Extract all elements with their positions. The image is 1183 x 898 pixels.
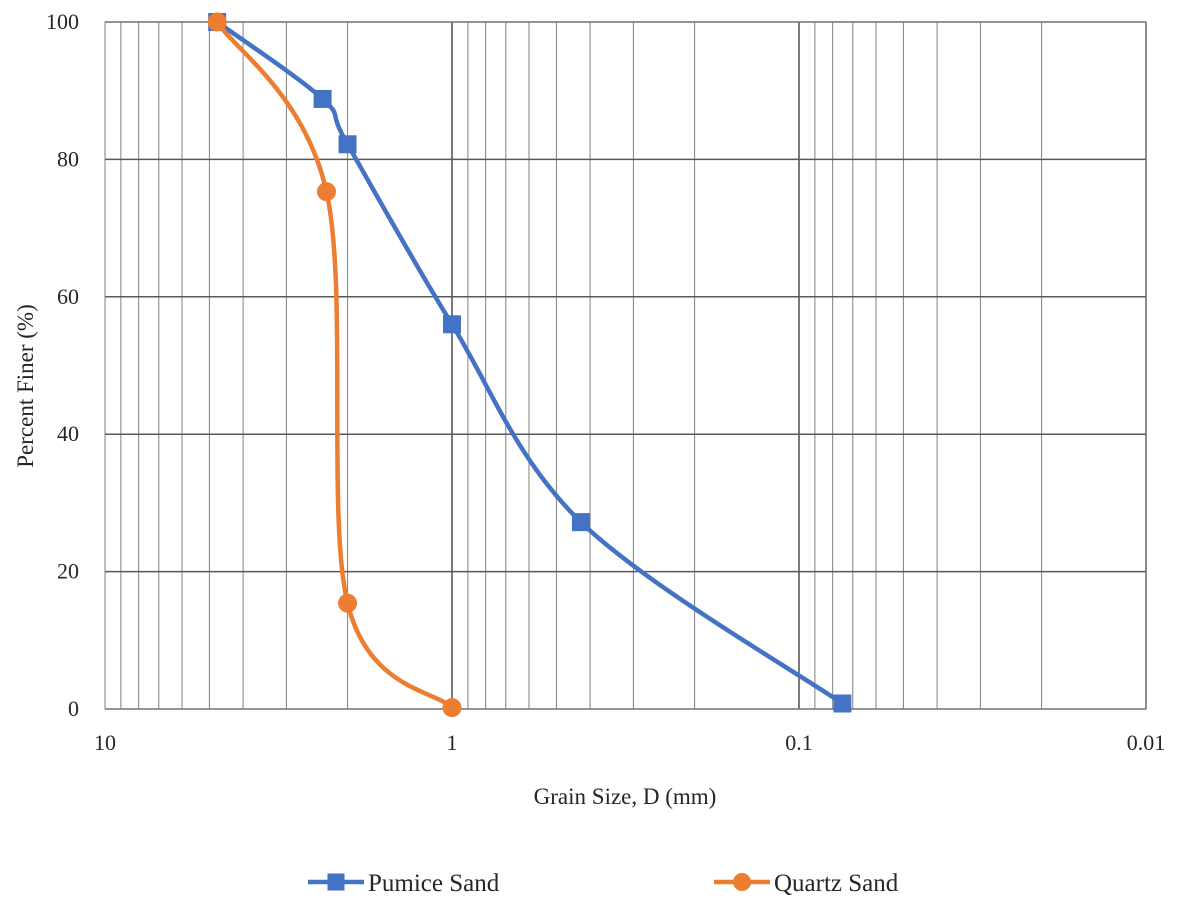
- pumice-sand-point: [338, 135, 357, 154]
- x-tick-label: 1: [447, 730, 458, 755]
- quartz-sand-point: [338, 593, 358, 613]
- y-tick-label: 20: [57, 559, 79, 584]
- pumice-sand-point: [313, 89, 332, 108]
- quartz-sand-point: [316, 182, 336, 202]
- quartz-sand-line: [214, 19, 455, 710]
- y-axis-title: Percent Finer (%): [13, 304, 38, 468]
- legend-marker: [327, 873, 345, 891]
- legend-marker: [733, 873, 751, 891]
- tick-labels: 0 20 40 60 80 100 10 1 0.1 0.01: [46, 9, 1165, 755]
- legend-item-quartz-sand: Quartz Sand: [714, 870, 899, 897]
- y-tick-label: 100: [46, 9, 79, 34]
- pumice-sand-point: [443, 315, 461, 334]
- y-tick-label: 40: [57, 421, 79, 446]
- pumice-sand-series: [208, 13, 852, 713]
- y-tick-label: 60: [57, 284, 79, 309]
- plot-area-border: [104, 21, 1147, 710]
- y-tick-label: 0: [68, 696, 79, 721]
- quartz-sand-series: [207, 12, 462, 718]
- legend-label: Quartz Sand: [774, 870, 899, 897]
- quartz-sand-point: [442, 698, 462, 718]
- x-tick-label: 10: [94, 730, 116, 755]
- legend-item-pumice-sand: Pumice Sand: [308, 870, 500, 897]
- x-axis-title: Grain Size, D (mm): [534, 784, 717, 809]
- y-tick-label: 80: [57, 146, 79, 171]
- grid-lines: [105, 21, 1147, 710]
- x-tick-label: 0.1: [785, 730, 813, 755]
- pumice-sand-point: [833, 694, 852, 713]
- legend-label: Pumice Sand: [368, 870, 500, 897]
- pumice-sand-line: [214, 19, 845, 706]
- x-tick-label: 0.01: [1127, 730, 1166, 755]
- pumice-sand-point: [571, 513, 590, 532]
- series-layer: [207, 12, 852, 718]
- legend: Pumice Sand Quartz Sand: [308, 870, 899, 897]
- quartz-sand-point: [207, 12, 227, 32]
